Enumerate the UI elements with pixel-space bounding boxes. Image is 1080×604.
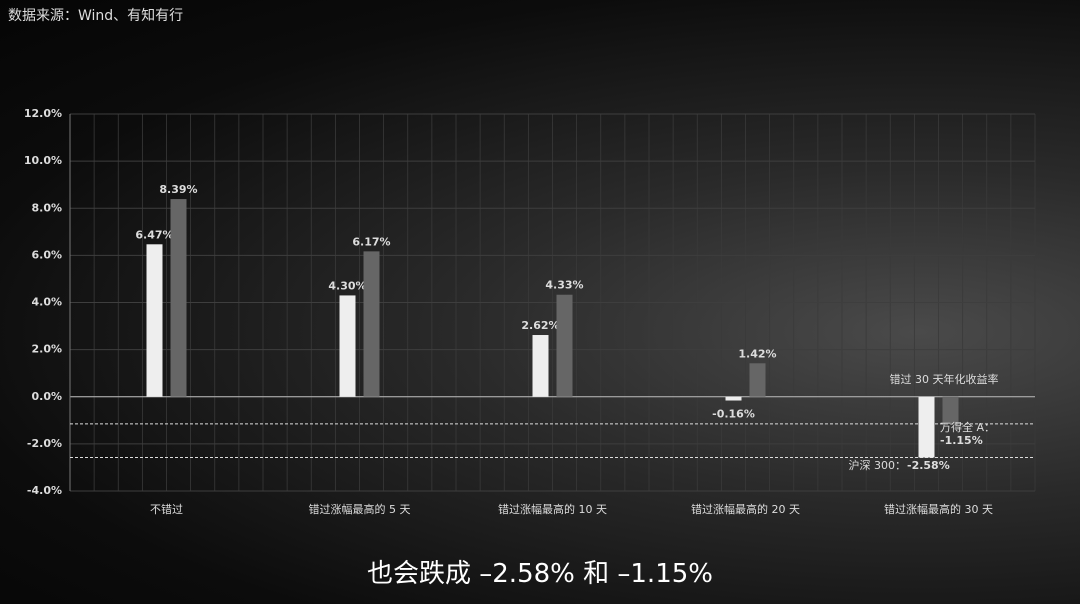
- bar: [339, 295, 356, 397]
- value-label: 4.30%: [328, 279, 366, 292]
- value-label: 2.62%: [521, 319, 559, 332]
- bar: [363, 251, 380, 397]
- value-label: 1.42%: [738, 347, 776, 360]
- y-tick-label: 2.0%: [31, 343, 62, 356]
- y-tick-label: 12.0%: [24, 107, 62, 120]
- bar: [532, 335, 549, 397]
- bar: [918, 396, 935, 458]
- x-tick-label: 错过涨幅最高的 5 天: [309, 502, 411, 516]
- bar: [749, 363, 766, 397]
- bar: [556, 294, 573, 397]
- y-tick-label: 8.0%: [31, 201, 62, 214]
- value-label: -0.16%: [712, 408, 755, 421]
- annotation-label: 沪深 300：: [849, 458, 907, 472]
- y-tick-label: -4.0%: [27, 484, 62, 497]
- value-label: -1.15%: [940, 434, 983, 447]
- bar: [146, 244, 163, 397]
- x-tick-label: 错过涨幅最高的 10 天: [498, 502, 607, 516]
- x-tick-label: 不错过: [150, 502, 183, 516]
- value-label: 6.17%: [352, 235, 390, 248]
- y-tick-label: -2.0%: [27, 437, 62, 450]
- bar: [170, 199, 187, 397]
- bar: [725, 396, 742, 401]
- annotation-title: 错过 30 天年化收益率: [890, 372, 999, 386]
- bar: [942, 396, 959, 424]
- y-tick-label: 10.0%: [24, 154, 62, 167]
- value-label: 6.47%: [135, 228, 173, 241]
- x-tick-label: 错过涨幅最高的 20 天: [691, 502, 800, 516]
- y-tick-label: 6.0%: [31, 248, 62, 261]
- x-tick-label: 错过涨幅最高的 30 天: [884, 502, 993, 516]
- value-label: 8.39%: [159, 183, 197, 196]
- value-label: 4.33%: [545, 279, 583, 292]
- value-label: -2.58%: [907, 459, 950, 472]
- y-tick-label: 4.0%: [31, 296, 62, 309]
- annotation-label: 万得全 A：: [940, 420, 995, 434]
- caption: 也会跌成 –2.58% 和 –1.15%: [367, 559, 713, 589]
- source-note: 数据来源：Wind、有知有行: [8, 8, 184, 24]
- y-tick-label: 0.0%: [31, 390, 62, 403]
